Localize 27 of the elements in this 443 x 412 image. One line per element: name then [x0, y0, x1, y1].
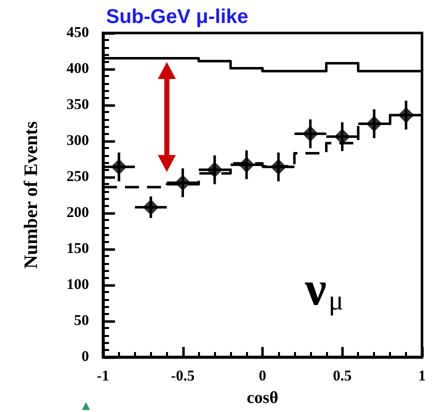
chart-title: Sub-GeV μ-like: [106, 6, 248, 28]
point: [270, 158, 286, 175]
y-tick-label: 100: [66, 277, 89, 293]
x-tick-label: 0.5: [332, 368, 352, 384]
point: [238, 156, 255, 173]
y-tick-label: 450: [66, 25, 89, 41]
y-tick-label: 0: [82, 349, 89, 365]
y-tick-label: 300: [66, 133, 89, 149]
point: [174, 174, 191, 191]
point: [206, 162, 223, 178]
point: [142, 199, 159, 216]
x-tick-label: 1: [418, 368, 426, 384]
point: [302, 126, 318, 142]
x-axis-title: cosθ: [246, 388, 278, 407]
y-tick-label: 250: [66, 169, 89, 185]
y-tick-label: 150: [66, 241, 89, 257]
y-tick-label: 350: [66, 97, 89, 113]
point: [366, 116, 382, 132]
y-tick-label: 400: [66, 61, 89, 77]
y-axis-title: Number of Events: [21, 121, 42, 269]
point: [398, 107, 414, 124]
y-tick-label: 50: [74, 313, 89, 329]
y-tick-label: 200: [66, 205, 89, 221]
x-tick-label: 0: [258, 368, 266, 384]
x-tick-label: -1: [96, 368, 110, 384]
x-tick-label: -0.5: [170, 368, 195, 384]
point: [110, 158, 127, 175]
